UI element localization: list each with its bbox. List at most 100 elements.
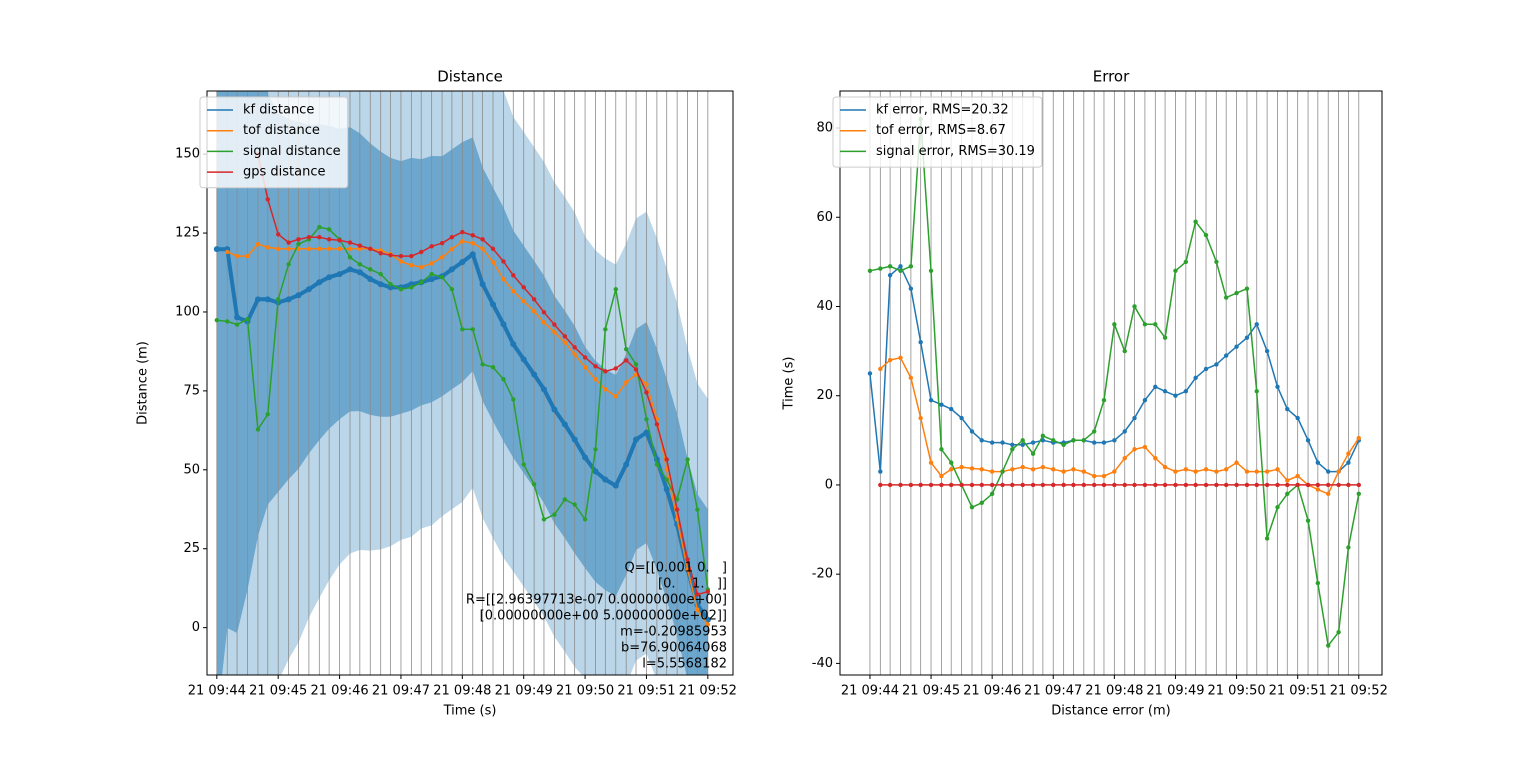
series-marker	[918, 482, 923, 488]
series-marker	[1254, 389, 1259, 394]
series-marker	[674, 507, 680, 512]
series-marker	[1285, 482, 1290, 488]
series-marker	[1010, 467, 1015, 472]
series-marker	[989, 440, 995, 445]
series-marker	[989, 469, 995, 474]
series-marker	[1336, 482, 1341, 488]
series-marker	[878, 366, 883, 372]
series-marker	[633, 367, 639, 372]
series-marker	[540, 386, 547, 393]
series-marker	[1122, 348, 1127, 354]
y-tick-label: 40	[816, 299, 833, 314]
series-marker	[979, 438, 984, 443]
series-marker	[572, 345, 577, 350]
series-marker	[1020, 482, 1025, 488]
series-marker	[1081, 482, 1087, 488]
series-marker	[1203, 467, 1209, 472]
series-marker	[1101, 440, 1107, 445]
series-marker	[264, 296, 271, 303]
series-marker	[1153, 455, 1158, 461]
series-marker	[663, 486, 670, 493]
series-marker	[572, 502, 577, 507]
series-marker	[1214, 362, 1219, 367]
plot-area	[867, 91, 1361, 675]
series-marker	[357, 262, 363, 267]
series-marker	[1315, 487, 1321, 492]
series-marker	[531, 371, 538, 378]
annotation: [0.00000000e+00 5.00000000e+02]]	[476, 609, 728, 624]
series-marker	[1234, 460, 1239, 465]
series-marker	[306, 246, 312, 252]
series-marker	[1030, 482, 1036, 488]
series-marker	[1275, 384, 1280, 389]
series-marker	[582, 517, 588, 522]
series-marker	[213, 246, 220, 253]
series-marker	[582, 365, 588, 370]
series-marker	[448, 266, 455, 273]
series-marker	[439, 240, 445, 246]
series-marker	[1326, 643, 1331, 648]
series-marker	[644, 382, 649, 387]
series-marker	[612, 482, 619, 489]
series-marker	[265, 412, 270, 417]
y-tick-label: 100	[175, 304, 200, 319]
series-marker	[1346, 545, 1351, 550]
x-tick-label: 21 09:49	[495, 684, 553, 699]
series-marker	[490, 246, 496, 252]
series-marker	[1000, 469, 1005, 474]
y-tick-label: 150	[175, 147, 200, 162]
series-marker	[1000, 482, 1005, 488]
series-marker	[979, 500, 984, 505]
series-marker	[562, 334, 568, 339]
series-marker	[1234, 290, 1239, 296]
series-marker	[898, 482, 903, 488]
series-marker	[234, 253, 240, 259]
series-marker	[1346, 482, 1351, 488]
series-marker	[928, 397, 934, 403]
series-marker	[501, 259, 506, 264]
series-marker	[521, 299, 526, 304]
series-marker	[1305, 438, 1311, 443]
series-marker	[1081, 469, 1087, 474]
series-marker	[939, 473, 944, 479]
plot-area	[213, 91, 711, 675]
series-marker	[867, 371, 873, 376]
series-marker	[378, 271, 383, 277]
series-marker	[593, 377, 598, 382]
x-axis-label: Time (s)	[443, 704, 497, 719]
series-marker	[1173, 268, 1178, 273]
x-tick-label: 21 09:44	[188, 684, 246, 699]
series-marker	[1071, 438, 1076, 443]
series-marker	[613, 394, 618, 399]
series-marker	[1244, 335, 1250, 340]
y-tick-label: 0	[192, 620, 200, 635]
series-marker	[1040, 464, 1046, 470]
legend-box	[199, 96, 349, 189]
series-marker	[429, 261, 434, 266]
series-marker	[1203, 482, 1209, 488]
series-marker	[1254, 469, 1259, 474]
annotation: l=5.5568182	[642, 657, 727, 672]
series-marker	[460, 327, 465, 332]
series-marker	[275, 246, 281, 252]
series-marker	[562, 497, 568, 502]
series-marker	[1326, 491, 1331, 497]
series-marker	[520, 356, 527, 363]
series-marker	[1214, 482, 1219, 488]
series-marker	[398, 253, 404, 259]
series-marker	[552, 329, 557, 335]
series-marker	[1336, 629, 1341, 635]
series-marker	[1244, 469, 1250, 474]
series-marker	[603, 387, 608, 392]
series-marker	[521, 462, 526, 467]
series-marker	[1153, 482, 1158, 488]
series-marker	[624, 380, 629, 385]
series-marker	[887, 482, 893, 488]
series-marker	[368, 246, 373, 252]
series-marker	[695, 592, 700, 597]
series-marker	[1132, 304, 1137, 309]
series-marker	[347, 266, 354, 273]
legend: kf error, RMS=20.32 tof error, RMS=8.67 si…	[832, 96, 1043, 168]
series-marker	[388, 252, 393, 258]
series-marker	[1356, 435, 1361, 441]
